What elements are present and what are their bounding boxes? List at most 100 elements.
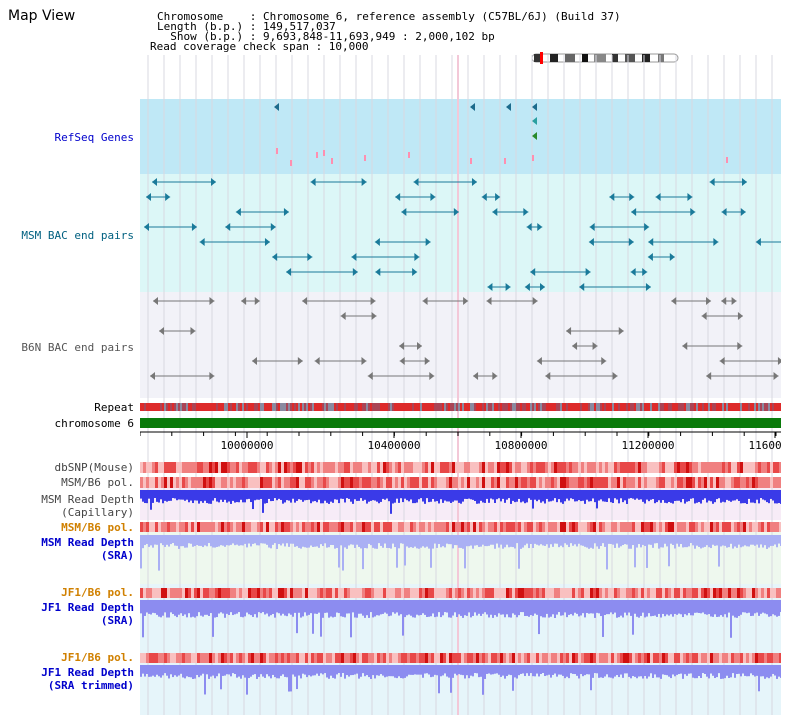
msm-capillary-bar [612,490,614,503]
jf1-b6-pol2-cell [467,653,470,663]
dbsnp-cell [713,462,716,473]
msm-bac-end [690,208,696,216]
jf1-trimmed-bar [338,665,340,674]
repeat-segment [574,403,576,411]
jf1-sra-bar [254,600,256,615]
msm-b6-pol2-cell [428,522,431,532]
repeat-segment [712,403,714,411]
msm-capillary-bar [384,490,386,500]
msm-sra-bar [380,535,382,546]
msm-b6-pol-cell [140,477,143,488]
msm-sra-bar [732,535,734,549]
dbsnp-cell [458,462,461,473]
repeat-segment [748,403,750,411]
jf1-sra-bar [322,600,324,618]
dbsnp-cell [440,462,443,473]
repeat-segment [668,403,670,411]
jf1-trimmed-bar [646,665,648,679]
repeat-segment [686,403,688,411]
coverage-span-info-line: Read coverage check span : 10,000 [150,40,369,53]
chromosome-ideogram[interactable] [530,52,680,64]
jf1-b6-pol-cell [470,588,473,598]
msm-sra-bar [534,535,536,544]
jf1-sra-bar [316,600,318,614]
msm-capillary-bar [440,490,442,500]
jf1-trimmed-bar [734,665,736,678]
msm-b6-pol2-cell [359,522,362,532]
msm-capillary-bar [156,490,158,502]
msm-b6-pol2-cell [209,522,212,532]
msm-b6-pol-cell [548,477,551,488]
jf1-trimmed-bar [448,665,450,678]
jf1-sra-bar [326,600,328,613]
dbsnp-cell [245,462,248,473]
jf1-sra-bar [630,600,632,616]
jf1-sra-bar [492,600,494,618]
jf1-sra-bar [516,600,518,618]
msm-b6-pol2-cell [323,522,326,532]
msm-b6-pol-cell [323,477,326,488]
msm-b6-pol-cell [737,477,740,488]
jf1-b6-pol2-cell [668,653,671,663]
jf1-b6-pol-cell [524,588,527,598]
msm-b6-pol-cell [485,477,488,488]
msm-sra-bar [550,535,552,545]
msm-capillary-bar [602,490,604,502]
msm-bac-end [307,253,313,261]
msm-sra-bar [684,535,686,548]
jf1-sra-bar [624,600,626,613]
repeat-segment [530,403,532,411]
repeat-segment [658,403,660,411]
jf1-sra-bar [572,600,574,616]
jf1-b6-pol-cell [671,588,674,598]
jf1-b6-pol2-cell [515,653,518,663]
msm-b6-pol2-cell [473,522,476,532]
jf1-b6-pol2-cell [326,653,329,663]
repeat-segment [622,403,624,411]
repeat-segment [536,403,538,411]
jf1-trimmed-bar [378,665,380,676]
msm-b6-pol2-cell [698,522,701,532]
msm-b6-pol2-cell [389,522,392,532]
msm-capillary-bar [280,490,282,500]
msm-sra-bar [366,535,368,549]
jf1-b6-pol2-cell [362,653,365,663]
jf1-trimmed-bar [420,665,422,675]
jf1-sra-bar [466,600,468,616]
jf1-sra-bar [220,600,222,613]
msm-b6-pol-cell [383,477,386,488]
msm-sra-bar [528,535,530,549]
b6n-bac-end [701,312,707,320]
genome-track-canvas[interactable]: 1000000010400000108000001120000011600000 [140,0,781,715]
jf1-trimmed-bar [442,665,444,676]
jf1-b6-pol-cell [626,588,629,598]
msm-b6-pol-cell [551,477,554,488]
msm-sra-bar [428,535,430,549]
msm-capillary-bar [740,490,742,504]
msm-b6-pol-cell [491,477,494,488]
repeat-segment [716,403,718,411]
repeat-segment [742,403,744,411]
gene-marker [532,117,537,125]
jf1-trimmed-bar [700,665,702,678]
gene-marker [506,103,511,111]
jf1-trimmed-bar [366,665,368,676]
b6n-bac-end [153,297,158,305]
jf1-sra-bar [528,600,530,617]
dbsnp-cell [398,462,401,473]
jf1-trimmed-bar [574,665,576,675]
msm-sra-bar [728,535,730,548]
dbsnp-cell [413,462,416,473]
jf1-trimmed-bar [362,665,364,674]
dbsnp-cell [389,462,392,473]
msm-b6-pol2-cell [374,522,377,532]
msm-capillary-bar [566,490,568,499]
repeat-segment [708,403,710,411]
jf1-trimmed-bar [742,665,744,674]
msm-sra-bar [672,535,674,545]
repeat-segment [646,403,648,411]
dbsnp-cell [239,462,242,473]
jf1-b6-pol2-cell [434,653,437,663]
msm-sra-bar [410,535,412,548]
dbsnp-cell [323,462,326,473]
